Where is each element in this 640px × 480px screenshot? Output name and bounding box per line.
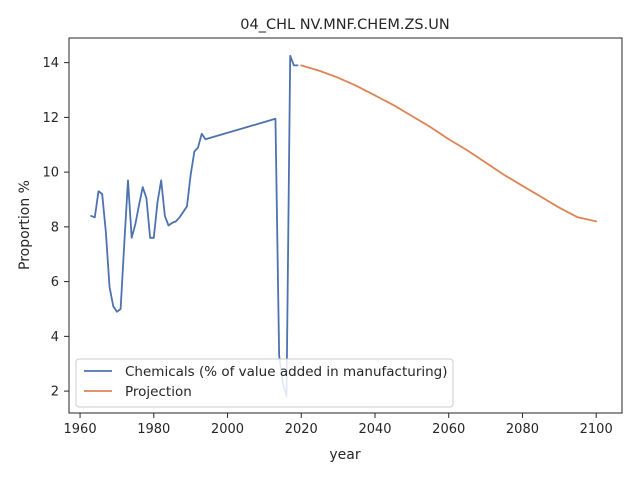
series-line-chemicals [90,54,299,398]
y-tick-label: 12 [42,111,59,126]
series-line-projection [300,64,598,223]
chart-title: 04_CHL NV.MNF.CHEM.ZS.UN [240,17,449,33]
x-tick-label: 2020 [285,422,318,437]
x-tick-label: 2080 [506,422,539,437]
legend-label-projection: Projection [125,384,192,400]
y-tick-label: 10 [42,166,59,181]
x-tick-label: 1960 [64,422,97,437]
plot-frame [68,37,623,414]
x-tick-label: 2040 [358,422,391,437]
y-tick-label: 14 [42,56,59,71]
y-tick-label: 6 [51,275,59,290]
legend-box [75,358,454,408]
y-tick-label: 2 [51,385,59,400]
plot-area: 1960 1980 2000 2020 2040 2060 2080 2100 2 4 6 8 10 12… [42,37,623,437]
y-tick-label: 8 [51,220,59,235]
legend: Chemicals (% of value added in manufactu… [75,358,454,408]
legend-label-chemicals: Chemicals (% of value added in manufactu… [125,364,448,380]
x-tick-label: 2100 [580,422,613,437]
y-axis-title: Proportion % [17,180,33,270]
x-tick-label: 1980 [137,422,170,437]
x-tick-label: 2060 [432,422,465,437]
x-tick-label: 2000 [211,422,244,437]
y-tick-label: 4 [51,330,59,345]
x-axis-title: year [329,447,360,463]
